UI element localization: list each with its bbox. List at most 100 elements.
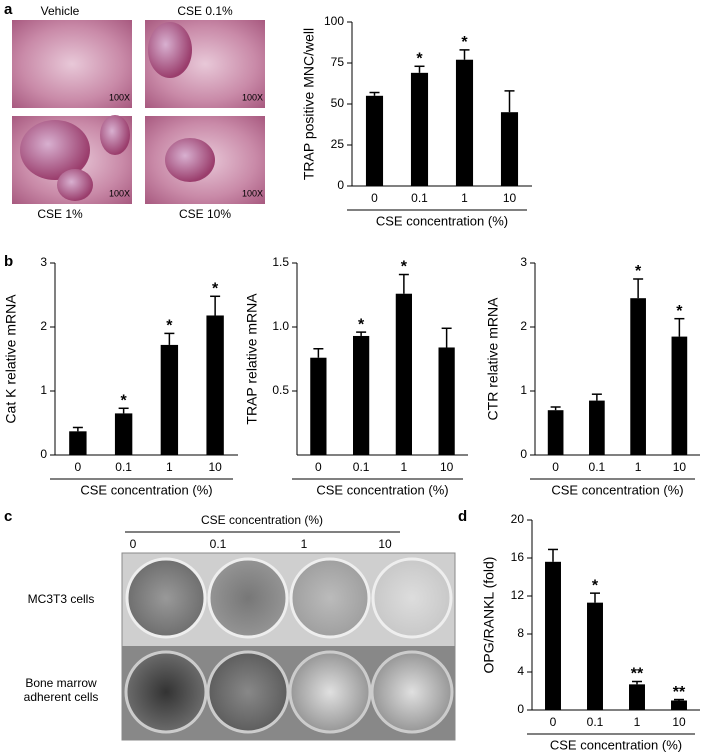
magnification: 100X <box>109 92 130 102</box>
x-tick-label: 10 <box>673 460 687 474</box>
x-tick-label: 0.1 <box>589 460 606 474</box>
x-tick-label: 1 <box>401 460 408 474</box>
y-tick-label: 100 <box>324 14 344 28</box>
significance-mark: * <box>416 50 423 67</box>
plate-column: 10 <box>378 537 392 551</box>
y-tick-label: 2 <box>520 319 527 333</box>
significance-mark: * <box>166 318 173 335</box>
y-tick-label: 1 <box>40 383 47 397</box>
bar <box>630 298 646 455</box>
micrograph-label: CSE 10% <box>179 207 231 221</box>
y-axis-label: Cat K relative mRNA <box>3 294 19 424</box>
significance-mark: * <box>461 34 468 51</box>
micrograph-label: CSE 1% <box>37 207 83 221</box>
bar <box>671 700 687 710</box>
bar <box>587 602 603 710</box>
bar <box>547 410 564 455</box>
significance-mark: * <box>676 303 683 320</box>
y-tick-label: 1.0 <box>272 319 289 333</box>
x-axis-label: CSE concentration (%) <box>316 482 448 497</box>
x-tick-label: 0.1 <box>115 460 132 474</box>
x-tick-label: 1 <box>635 460 642 474</box>
plate-title: CSE concentration (%) <box>201 513 323 527</box>
bar <box>114 413 133 455</box>
magnification: 100X <box>242 92 263 102</box>
x-tick-label: 10 <box>503 191 517 205</box>
x-axis-label: CSE concentration (%) <box>550 737 682 752</box>
y-axis-label: CTR relative mRNA <box>485 297 501 421</box>
x-tick-label: 1 <box>461 191 468 205</box>
micrograph-label: CSE 0.1% <box>177 4 233 18</box>
significance-mark: * <box>401 259 408 276</box>
magnification: 100X <box>109 188 130 198</box>
plate-photo <box>121 552 456 741</box>
x-tick-label: 0 <box>75 460 82 474</box>
y-tick-label: 0.5 <box>272 383 289 397</box>
micrograph-label: Vehicle <box>41 4 80 18</box>
plate-row-label: MC3T3 cells <box>27 592 95 606</box>
bar <box>589 400 605 455</box>
bar <box>500 112 519 186</box>
x-tick-label: 10 <box>440 460 454 474</box>
micrograph-tiles <box>12 20 265 204</box>
panel-label: a <box>4 1 13 18</box>
x-tick-label: 0.1 <box>587 715 604 729</box>
x-tick-label: 0.1 <box>353 460 370 474</box>
x-tick-label: 10 <box>672 715 686 729</box>
x-tick-label: 10 <box>208 460 222 474</box>
y-tick-label: 0 <box>520 447 527 461</box>
bar <box>365 95 384 186</box>
y-tick-label: 75 <box>331 55 345 69</box>
y-tick-label: 1.5 <box>272 255 289 269</box>
plate-column: 0.1 <box>210 537 227 551</box>
x-tick-label: 1 <box>634 715 641 729</box>
y-tick-label: 0 <box>517 702 524 716</box>
y-tick-label: 4 <box>517 664 524 678</box>
bar <box>545 561 561 710</box>
significance-mark: * <box>358 316 365 333</box>
panel-label: b <box>4 253 13 270</box>
y-tick-label: 0 <box>40 447 47 461</box>
significance-mark: * <box>212 280 219 297</box>
bar <box>455 59 474 186</box>
x-tick-label: 0 <box>552 460 559 474</box>
y-tick-label: 16 <box>511 550 525 564</box>
y-tick-label: 1 <box>520 383 527 397</box>
panel-label: c <box>4 508 12 525</box>
y-tick-label: 3 <box>40 255 47 269</box>
y-axis-label: OPG/RANKL (fold) <box>481 557 497 674</box>
bar <box>438 347 455 455</box>
significance-mark: * <box>121 392 128 409</box>
x-axis-label: CSE concentration (%) <box>376 213 508 228</box>
plate-row-label: Bone marrow adherent cells <box>23 676 99 704</box>
x-tick-label: 0 <box>550 715 557 729</box>
bar <box>671 336 688 455</box>
y-tick-label: 2 <box>40 319 47 333</box>
y-axis-label: TRAP positive MNC/well <box>301 28 317 180</box>
x-tick-label: 0 <box>315 460 322 474</box>
bar <box>629 684 645 710</box>
x-axis-label: CSE concentration (%) <box>551 482 683 497</box>
y-tick-label: 8 <box>517 626 524 640</box>
magnification: 100X <box>242 188 263 198</box>
bar <box>410 72 429 186</box>
significance-mark: * <box>592 577 599 594</box>
x-tick-label: 0 <box>371 191 378 205</box>
bar <box>206 315 224 455</box>
plate-column: 1 <box>301 537 308 551</box>
y-axis-label: TRAP relative mRNA <box>244 293 260 425</box>
significance-mark: ** <box>673 684 686 701</box>
y-tick-label: 20 <box>511 512 525 526</box>
y-tick-label: 12 <box>511 588 525 602</box>
bar <box>310 357 327 455</box>
bar <box>395 293 412 455</box>
bar <box>160 344 179 455</box>
y-tick-label: 3 <box>520 255 527 269</box>
bar <box>353 335 370 455</box>
bar <box>69 431 87 455</box>
x-tick-label: 0.1 <box>411 191 428 205</box>
x-tick-label: 1 <box>166 460 173 474</box>
y-tick-label: 50 <box>331 96 345 110</box>
